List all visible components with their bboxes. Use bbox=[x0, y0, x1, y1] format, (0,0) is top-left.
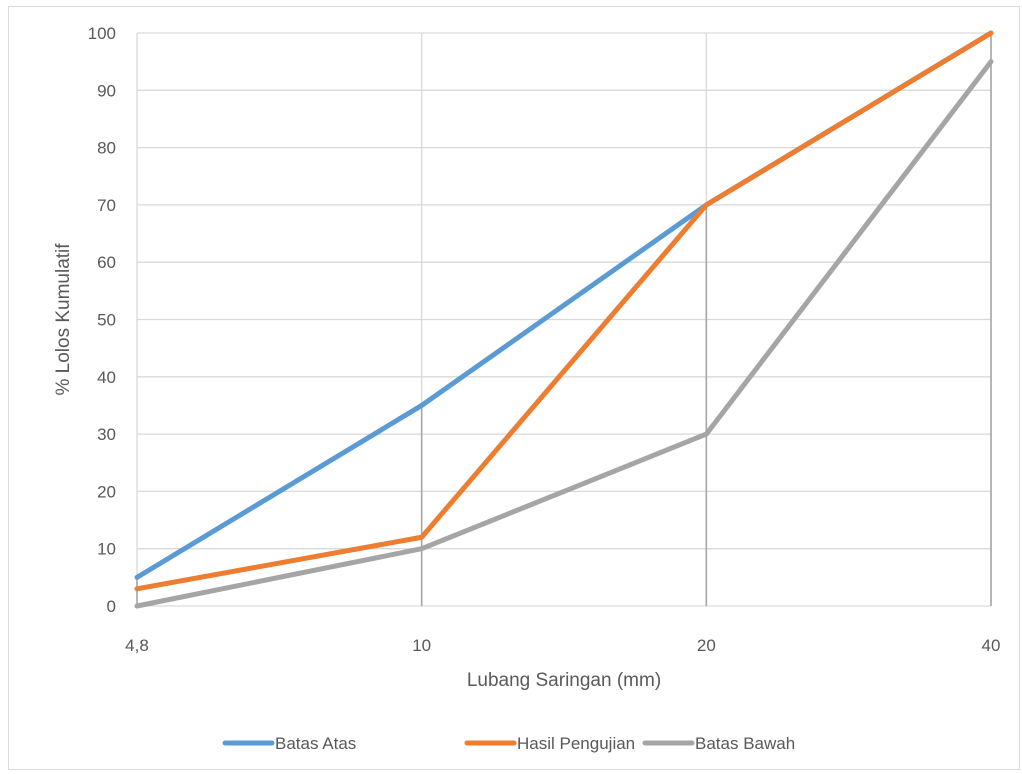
series-line-hasil-pengujian bbox=[134, 30, 994, 592]
y-tick-label: 30 bbox=[97, 425, 116, 444]
y-tick-label: 90 bbox=[97, 81, 116, 100]
y-tick-labels: 0 10 20 30 40 50 60 70 80 90 100 bbox=[88, 24, 116, 616]
x-axis-title: Lubang Saringan (mm) bbox=[467, 670, 661, 691]
y-tick-label: 100 bbox=[88, 24, 116, 43]
y-tick-label: 50 bbox=[97, 311, 116, 330]
chart-frame bbox=[8, 6, 1020, 770]
y-tick-label: 80 bbox=[97, 139, 116, 158]
y-tick-label: 60 bbox=[97, 253, 116, 272]
legend-label: Batas Bawah bbox=[695, 734, 795, 753]
series-line-batas-bawah bbox=[134, 59, 994, 609]
x-tick-label: 4,8 bbox=[125, 636, 149, 655]
series-layer bbox=[134, 30, 994, 609]
y-axis-title: % Lolos Kumulatif bbox=[53, 243, 74, 396]
legend: Batas Atas Hasil Pengujian Batas Bawah bbox=[222, 734, 795, 753]
legend-label: Hasil Pengujian bbox=[517, 734, 635, 753]
grid-layer bbox=[136, 32, 992, 607]
drop-lines-layer bbox=[136, 33, 992, 606]
x-tick-labels: 4,8 10 20 40 bbox=[125, 636, 1000, 655]
y-tick-label: 0 bbox=[107, 597, 116, 616]
y-tick-label: 70 bbox=[97, 196, 116, 215]
legend-label: Batas Atas bbox=[275, 734, 356, 753]
y-tick-label: 10 bbox=[97, 540, 116, 559]
x-tick-label: 40 bbox=[982, 636, 1001, 655]
x-tick-label: 10 bbox=[412, 636, 431, 655]
y-tick-label: 20 bbox=[97, 482, 116, 501]
y-tick-label: 40 bbox=[97, 368, 116, 387]
series-line-batas-atas bbox=[134, 30, 994, 580]
x-tick-label: 20 bbox=[697, 636, 716, 655]
